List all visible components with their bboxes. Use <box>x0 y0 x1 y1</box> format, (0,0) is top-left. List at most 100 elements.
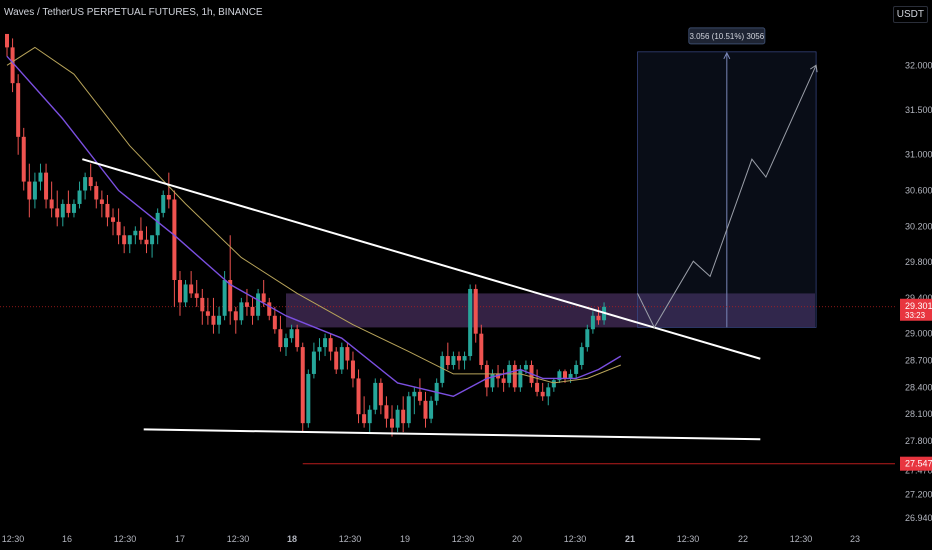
candle-body <box>278 329 283 348</box>
time-tick-label: 22 <box>738 534 748 544</box>
candle-body <box>289 329 294 339</box>
candle-body <box>540 391 545 397</box>
last-price-label-box <box>900 298 932 321</box>
candle-body <box>384 405 389 419</box>
candle-body <box>579 347 584 365</box>
ma-fast-line <box>6 55 622 397</box>
candle-body <box>155 212 160 236</box>
time-tick-label: 12:30 <box>114 534 137 544</box>
candle-body <box>122 235 127 245</box>
time-tick-label: 21 <box>625 534 635 544</box>
candle-body <box>323 338 328 348</box>
time-tick-label: 12:30 <box>790 534 813 544</box>
currency-button[interactable]: USDT <box>892 6 928 23</box>
upper-trendline <box>82 158 761 360</box>
candle-body <box>551 380 556 388</box>
candle-body <box>205 311 210 316</box>
candle-body <box>138 230 143 240</box>
candle-body <box>49 199 54 209</box>
level-label-box <box>900 456 932 471</box>
candle-body <box>71 203 76 213</box>
candle-body <box>479 333 484 365</box>
candle-body <box>284 338 288 348</box>
candle-body <box>200 297 205 312</box>
candle-body <box>44 172 49 200</box>
time-tick-label: 12:30 <box>677 534 700 544</box>
candle-body <box>440 356 445 383</box>
candle-body <box>468 288 473 357</box>
candle-body <box>518 369 523 388</box>
candle-body <box>350 360 355 379</box>
candle-body <box>339 347 344 370</box>
candle-body <box>456 356 461 361</box>
candle-body <box>161 195 166 213</box>
candle-body <box>473 288 478 334</box>
price-tick-label: 29.000 <box>905 329 932 339</box>
time-tick-label: 12:30 <box>2 534 25 544</box>
candle-body <box>574 365 579 374</box>
moving-averages <box>6 46 622 397</box>
candle-body <box>66 203 71 213</box>
candle-body <box>189 284 194 294</box>
price-tick-label: 28.700 <box>905 356 932 366</box>
price-tick-label: 27.800 <box>905 436 932 446</box>
candle-body <box>194 293 199 298</box>
candle-body <box>172 199 177 280</box>
candle-body <box>406 396 411 424</box>
candle-body <box>306 373 311 424</box>
candle-body <box>21 136 26 182</box>
candle-body <box>94 186 99 200</box>
candle-body <box>177 280 182 303</box>
last-price-label: 29.301 <box>905 301 932 311</box>
candle-body <box>150 235 155 245</box>
candle-body <box>484 365 489 388</box>
trendlines <box>82 158 761 441</box>
candle-body <box>77 190 82 204</box>
time-tick-label: 17 <box>175 534 185 544</box>
candle-body <box>295 329 300 348</box>
price-tick-label: 30.200 <box>905 221 932 231</box>
time-tick-label: 18 <box>287 534 297 544</box>
candle-body <box>244 302 249 307</box>
ma-slow-line <box>6 46 621 384</box>
candle-body <box>412 391 417 397</box>
time-tick-label: 12:30 <box>564 534 587 544</box>
candle-body <box>501 378 506 383</box>
candle-body <box>417 391 422 401</box>
candle-body <box>546 387 551 397</box>
candle-body <box>116 221 121 236</box>
candle-body <box>239 302 244 321</box>
symbol-title: Waves / TetherUS PERPETUAL FUTURES, 1h, … <box>4 7 263 18</box>
candle-body <box>38 172 43 182</box>
candle-body <box>166 195 171 200</box>
candle-body <box>596 315 601 321</box>
price-axis[interactable]: 32.000 31.500 31.000 30.600 30.200 29.800 29.4… <box>905 60 932 523</box>
price-tick-label: 31.000 <box>905 150 932 160</box>
support-level-line <box>0 306 895 465</box>
candle-body <box>445 356 450 365</box>
candle-body <box>144 239 149 245</box>
candle-body <box>451 356 456 365</box>
candle-body <box>250 306 255 316</box>
candle-body <box>105 203 110 218</box>
candle-body <box>233 311 238 321</box>
candle-body <box>535 382 540 392</box>
candle-body <box>10 47 15 84</box>
candle-body <box>83 177 88 191</box>
candle-body <box>557 371 562 381</box>
candle-body <box>228 280 233 312</box>
price-tick-label: 27.200 <box>905 490 932 500</box>
candle-body <box>317 347 322 352</box>
time-tick-label: 19 <box>400 534 410 544</box>
candle-body <box>563 371 567 379</box>
projection-line <box>637 65 817 329</box>
candle-body <box>373 382 378 410</box>
candle-body <box>334 351 339 370</box>
time-tick-label: 12:30 <box>339 534 362 544</box>
candle-body <box>367 409 372 424</box>
time-axis[interactable]: 12:30 16 12:30 17 12:30 18 12:30 19 12:30 20 12:30… <box>2 534 860 544</box>
time-tick-label: 12:30 <box>452 534 475 544</box>
candle-body <box>222 280 227 316</box>
price-tick-label: 29.800 <box>905 257 932 267</box>
